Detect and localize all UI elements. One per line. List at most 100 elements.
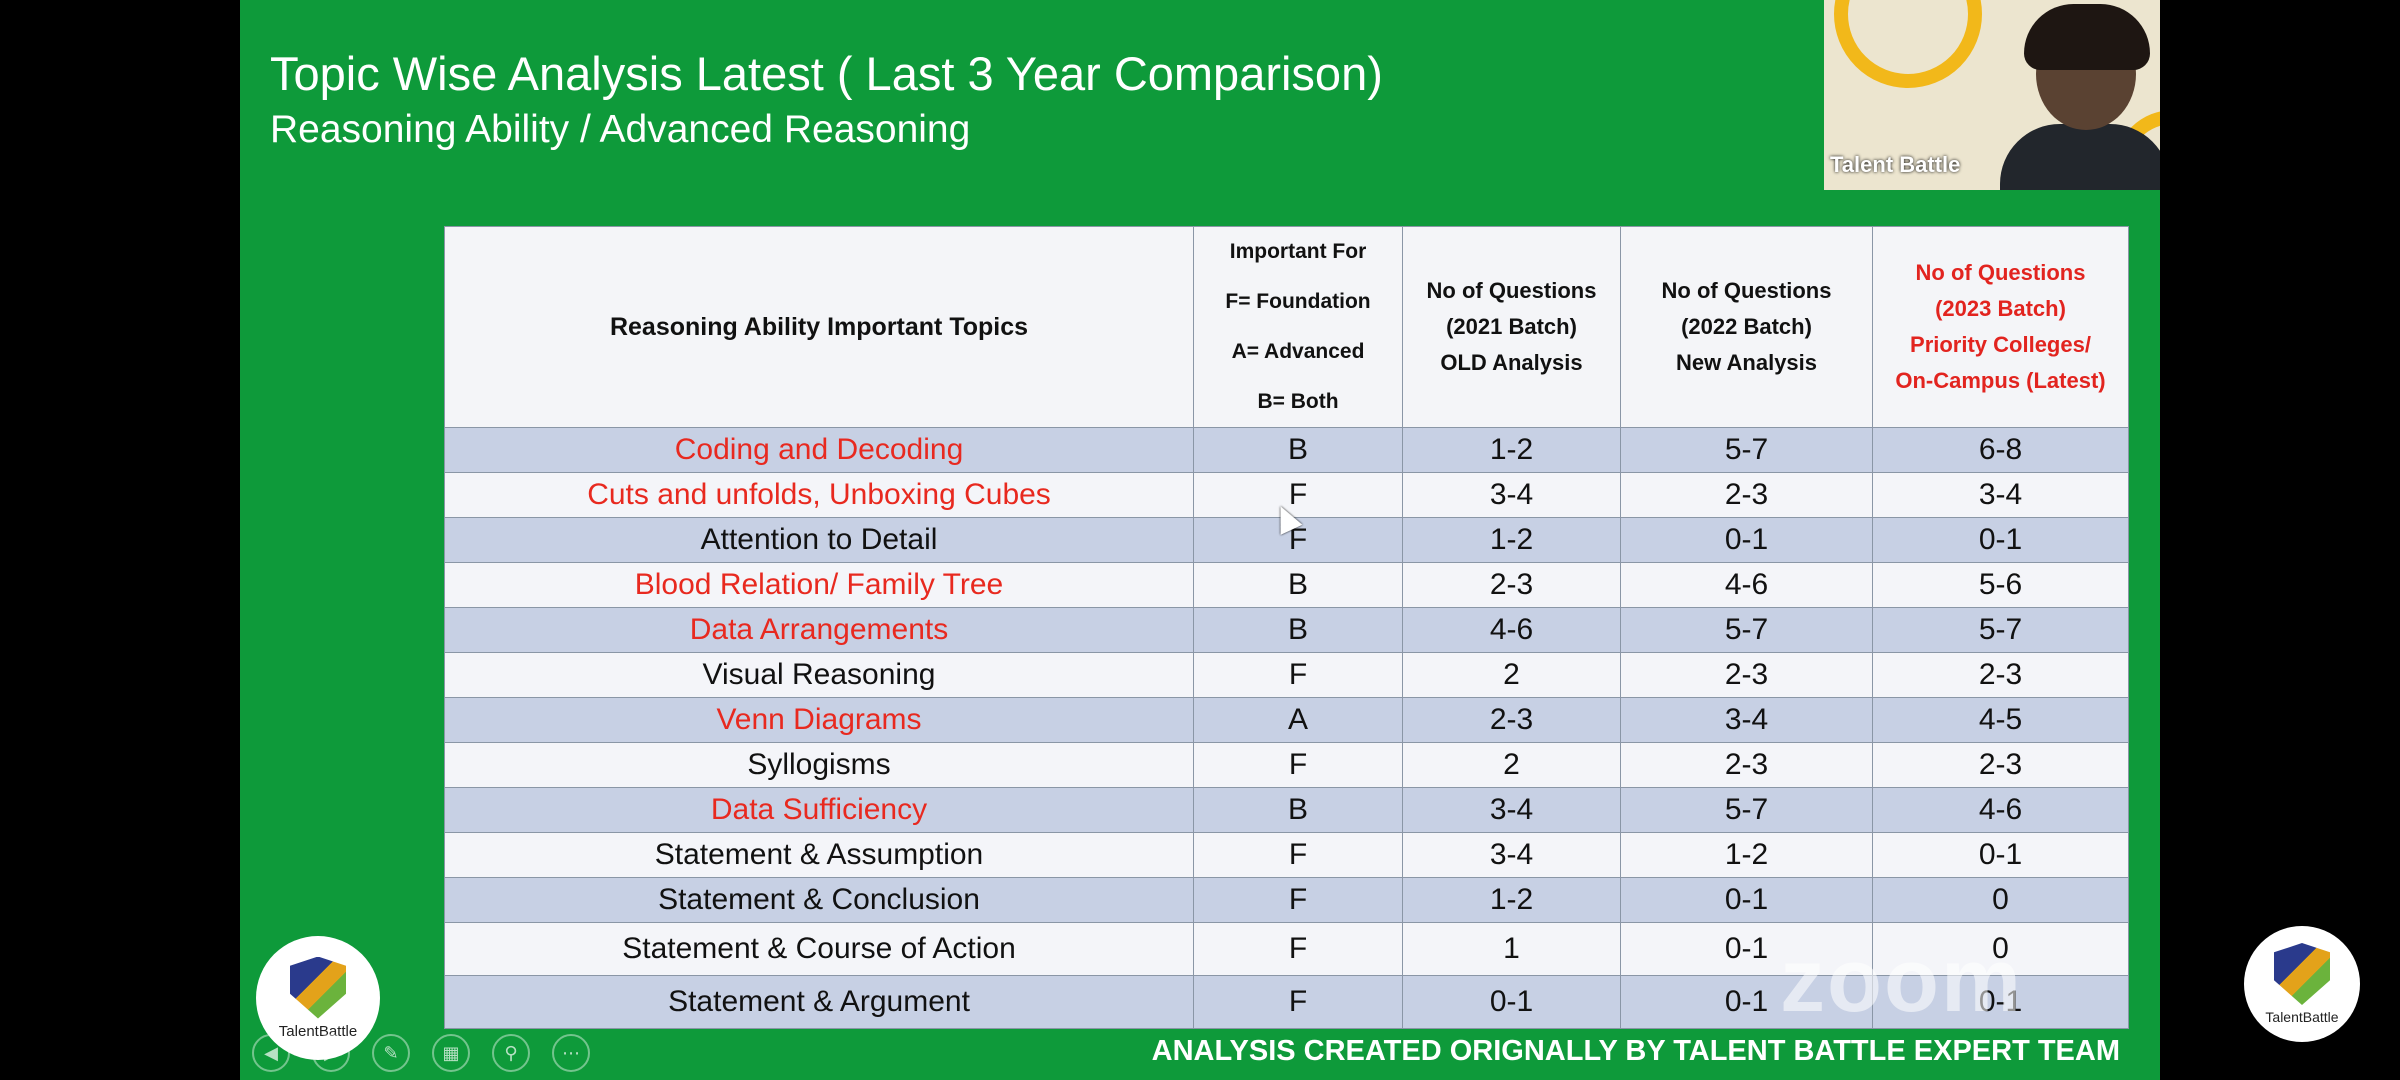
importance-cell: A: [1193, 697, 1403, 743]
q2022-cell: 2-3: [1620, 472, 1873, 518]
background-arc-decoration: [1834, 0, 1982, 88]
q2022-cell: 0-1: [1620, 922, 1873, 976]
q2021-cell: 2-3: [1402, 562, 1621, 608]
topic-cell: Data Sufficiency: [444, 787, 1194, 833]
q2023-cell: 4-5: [1872, 697, 2129, 743]
more-options-icon[interactable]: ⋯: [552, 1034, 590, 1072]
q2021-cell: 1-2: [1402, 877, 1621, 923]
q2022-cell: 1-2: [1620, 832, 1873, 878]
table-row: Attention to Detail F 1-2 0-1 0-1: [444, 517, 2129, 563]
q2023-cell: 3-4: [1872, 472, 2129, 518]
q2021-cell: 1: [1402, 922, 1621, 976]
q2022-cell: 5-7: [1620, 787, 1873, 833]
footer-credit: ANALYSIS CREATED ORIGNALLY BY TALENT BAT…: [1151, 1035, 2120, 1067]
slide-subtitle: Reasoning Ability / Advanced Reasoning: [270, 108, 971, 151]
importance-cell: F: [1193, 832, 1403, 878]
topic-cell: Blood Relation/ Family Tree: [444, 562, 1194, 608]
importance-cell: F: [1193, 922, 1403, 976]
q2022-cell: 5-7: [1620, 427, 1873, 473]
participant-video-tile[interactable]: Talent Battle: [1824, 0, 2160, 190]
table-row: Syllogisms F 2 2-3 2-3: [444, 742, 2129, 788]
table-row: Cuts and unfolds, Unboxing Cubes F 3-4 2…: [444, 472, 2129, 518]
topic-cell: Data Arrangements: [444, 607, 1194, 653]
q2021-cell: 1-2: [1402, 517, 1621, 563]
slide-title: Topic Wise Analysis Latest ( Last 3 Year…: [270, 47, 1383, 100]
pen-icon[interactable]: ✎: [372, 1034, 410, 1072]
q2021-cell: 2: [1402, 652, 1621, 698]
table-header-row: Reasoning Ability Important Topics Impor…: [444, 226, 2129, 428]
q2022-cell: 0-1: [1620, 877, 1873, 923]
participant-body: [2000, 124, 2160, 190]
q2022-cell: 2-3: [1620, 652, 1873, 698]
q2023-cell: 5-7: [1872, 607, 2129, 653]
table-row: Statement & Assumption F 3-4 1-2 0-1: [444, 832, 2129, 878]
importance-cell: F: [1193, 472, 1403, 518]
q2022-cell: 4-6: [1620, 562, 1873, 608]
topic-cell: Attention to Detail: [444, 517, 1194, 563]
topic-cell: Syllogisms: [444, 742, 1194, 788]
table-row: Data Arrangements B 4-6 5-7 5-7: [444, 607, 2129, 653]
table-row: Statement & Argument F 0-1 0-1 0-1: [444, 975, 2129, 1029]
importance-cell: B: [1193, 562, 1403, 608]
topic-cell: Statement & Course of Action: [444, 922, 1194, 976]
zoom-in-icon[interactable]: ⚲: [492, 1034, 530, 1072]
q2021-cell: 3-4: [1402, 787, 1621, 833]
q2021-cell: 4-6: [1402, 607, 1621, 653]
q2022-cell: 0-1: [1620, 975, 1873, 1029]
slide-toolbar: ◀ ▶ ✎ ▦ ⚲ ⋯: [252, 1034, 590, 1072]
topic-cell: Venn Diagrams: [444, 697, 1194, 743]
participant-hair: [2024, 4, 2150, 70]
slides-grid-icon[interactable]: ▦: [432, 1034, 470, 1072]
zoom-watermark: zoom: [1780, 931, 2023, 1031]
topic-cell: Statement & Argument: [444, 975, 1194, 1029]
topic-cell: Statement & Conclusion: [444, 877, 1194, 923]
topic-cell: Statement & Assumption: [444, 832, 1194, 878]
q2021-cell: 0-1: [1402, 975, 1621, 1029]
q2023-cell: 0-1: [1872, 832, 2129, 878]
q2022-cell: 2-3: [1620, 742, 1873, 788]
header-important: Important For F= Foundation A= Advanced …: [1193, 226, 1403, 428]
topic-cell: Coding and Decoding: [444, 427, 1194, 473]
q2023-cell: 5-6: [1872, 562, 2129, 608]
q2022-cell: 3-4: [1620, 697, 1873, 743]
header-2023: No of Questions (2023 Batch) Priority Co…: [1872, 226, 2129, 428]
participant-name: Talent Battle: [1830, 152, 1961, 177]
q2023-cell: 0: [1872, 922, 2129, 976]
topic-cell: Cuts and unfolds, Unboxing Cubes: [444, 472, 1194, 518]
corner-logo-label: TalentBattle: [2265, 1009, 2339, 1025]
previous-slide-icon[interactable]: ◀: [252, 1034, 290, 1072]
q2021-cell: 2: [1402, 742, 1621, 788]
table-row: Blood Relation/ Family Tree B 2-3 4-6 5-…: [444, 562, 2129, 608]
table-row: Venn Diagrams A 2-3 3-4 4-5: [444, 697, 2129, 743]
q2021-cell: 3-4: [1402, 832, 1621, 878]
q2022-cell: 5-7: [1620, 607, 1873, 653]
talentbattle-corner-logo: TalentBattle: [2244, 926, 2360, 1042]
q2023-cell: 0: [1872, 877, 2129, 923]
q2021-cell: 2-3: [1402, 697, 1621, 743]
table-row: Data Sufficiency B 3-4 5-7 4-6: [444, 787, 2129, 833]
q2023-cell: 0-1: [1872, 975, 2129, 1029]
importance-cell: B: [1193, 607, 1403, 653]
table-row: Statement & Conclusion F 1-2 0-1 0: [444, 877, 2129, 923]
table-row: Visual Reasoning F 2 2-3 2-3: [444, 652, 2129, 698]
q2023-cell: 2-3: [1872, 652, 2129, 698]
q2023-cell: 2-3: [1872, 742, 2129, 788]
importance-cell: F: [1193, 652, 1403, 698]
shield-logo-icon: [290, 956, 346, 1019]
topic-cell: Visual Reasoning: [444, 652, 1194, 698]
topic-analysis-table: Reasoning Ability Important Topics Impor…: [444, 226, 2129, 1029]
q2021-cell: 1-2: [1402, 427, 1621, 473]
table-row: Coding and Decoding B 1-2 5-7 6-8: [444, 427, 2129, 473]
importance-cell: F: [1193, 877, 1403, 923]
q2021-cell: 3-4: [1402, 472, 1621, 518]
q2023-cell: 6-8: [1872, 427, 2129, 473]
shield-logo-icon: [2274, 943, 2330, 1005]
q2023-cell: 0-1: [1872, 517, 2129, 563]
table-row: Statement & Course of Action F 1 0-1 0: [444, 922, 2129, 976]
importance-cell: F: [1193, 517, 1403, 563]
next-slide-icon[interactable]: ▶: [312, 1034, 350, 1072]
header-topic: Reasoning Ability Important Topics: [444, 226, 1194, 428]
header-2021: No of Questions (2021 Batch) OLD Analysi…: [1402, 226, 1621, 428]
header-2022: No of Questions (2022 Batch) New Analysi…: [1620, 226, 1873, 428]
importance-cell: B: [1193, 427, 1403, 473]
